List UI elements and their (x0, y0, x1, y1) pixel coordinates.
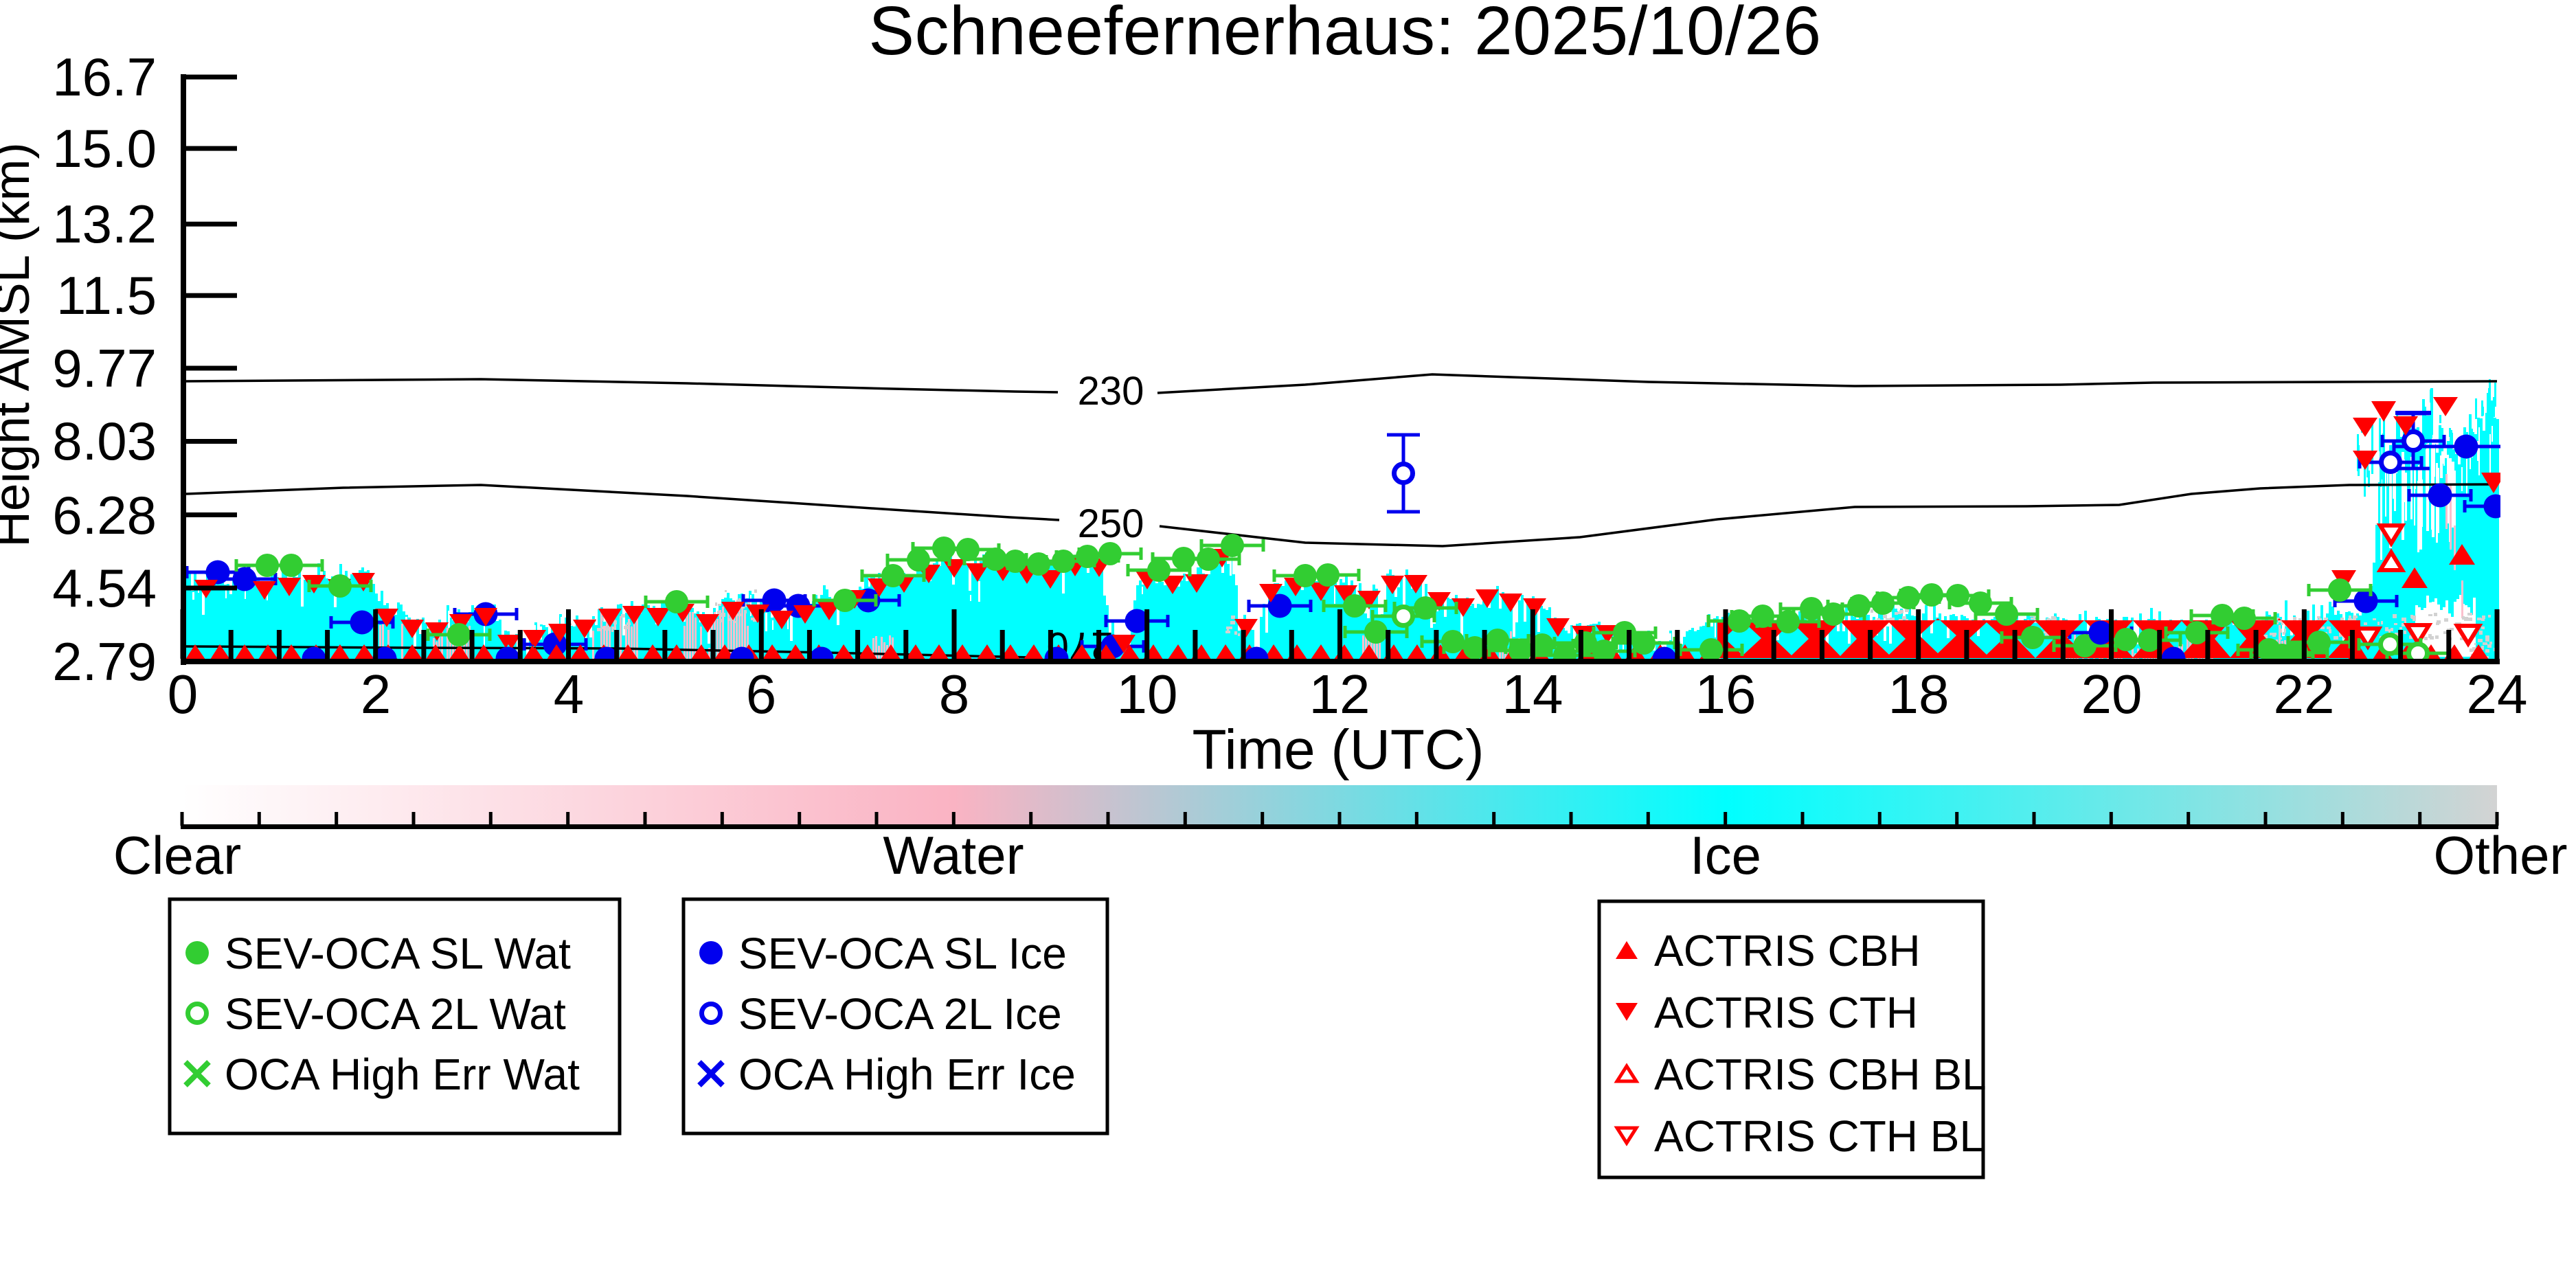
svg-text:15.0: 15.0 (52, 118, 157, 179)
svg-text:OCA High Err Ice: OCA High Err Ice (738, 1050, 1076, 1099)
svg-text:16: 16 (1695, 664, 1756, 725)
svg-text:ACTRIS CTH: ACTRIS CTH (1654, 988, 1918, 1037)
svg-text:4.54: 4.54 (52, 558, 157, 618)
svg-text:12: 12 (1309, 664, 1370, 725)
svg-text:6: 6 (746, 664, 777, 725)
svg-text:6.28: 6.28 (52, 485, 157, 545)
svg-text:OCA High Err Wat: OCA High Err Wat (225, 1050, 580, 1099)
svg-text:13.2: 13.2 (52, 194, 157, 254)
svg-text:10: 10 (1117, 664, 1178, 725)
svg-text:4: 4 (554, 664, 585, 725)
svg-text:SEV-OCA 2L Ice: SEV-OCA 2L Ice (738, 989, 1062, 1039)
svg-text:Other: Other (2433, 825, 2567, 885)
svg-text:0: 0 (168, 664, 199, 725)
svg-text:Ice: Ice (1690, 825, 1761, 885)
svg-text:SEV-OCA SL Wat: SEV-OCA SL Wat (225, 929, 571, 978)
svg-text:11.5: 11.5 (56, 265, 157, 326)
svg-text:20: 20 (2081, 664, 2143, 725)
svg-text:2: 2 (361, 664, 392, 725)
svg-text:16.7: 16.7 (52, 47, 157, 107)
svg-text:Water: Water (883, 825, 1024, 885)
svg-text:9.77: 9.77 (52, 338, 157, 398)
svg-text:Schneefernerhaus: 2025/10/26: Schneefernerhaus: 2025/10/26 (868, 0, 1821, 69)
svg-text:14: 14 (1502, 664, 1563, 725)
svg-text:2.79: 2.79 (52, 631, 157, 692)
svg-text:22: 22 (2274, 664, 2335, 725)
svg-text:18: 18 (1888, 664, 1950, 725)
svg-text:ACTRIS CBH BL: ACTRIS CBH BL (1654, 1050, 1987, 1099)
svg-text:SEV-OCA SL Ice: SEV-OCA SL Ice (738, 929, 1067, 978)
svg-text:ACTRIS CBH: ACTRIS CBH (1654, 926, 1921, 975)
svg-text:230: 230 (1078, 369, 1144, 414)
svg-text:SEV-OCA 2L Wat: SEV-OCA 2L Wat (225, 989, 566, 1039)
svg-text:Time (UTC): Time (UTC) (1192, 719, 1484, 781)
svg-text:8.03: 8.03 (52, 411, 157, 471)
svg-text:Clear: Clear (113, 825, 241, 885)
svg-text:24: 24 (2467, 664, 2528, 725)
svg-text:ACTRIS CTH BL: ACTRIS CTH BL (1654, 1111, 1984, 1161)
svg-text:8: 8 (939, 664, 970, 725)
svg-text:Height AMSL (km): Height AMSL (km) (0, 142, 40, 547)
svg-text:250: 250 (1078, 501, 1144, 546)
